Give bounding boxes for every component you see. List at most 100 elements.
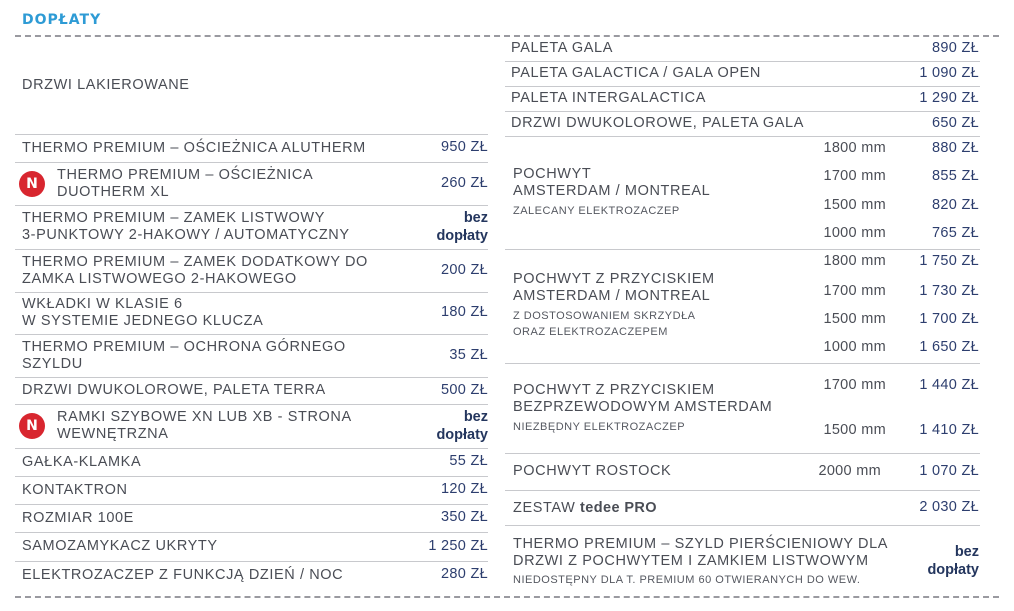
row-divider — [15, 561, 488, 562]
handle-note-line: Z DOSTOSOWANIEM SKRZYDŁA — [513, 310, 696, 322]
size-value: 1700 mm — [823, 168, 886, 184]
handle-label-line: POCHWYT Z PRZYCISKIEM — [513, 271, 715, 287]
rostock-label: POCHWYT ROSTOCK — [513, 463, 672, 479]
size-price: 820 ZŁ — [932, 197, 979, 213]
row-label: ROZMIAR 100E — [22, 510, 134, 527]
row-label: GAŁKA-KLAMKA — [22, 454, 141, 471]
row-label-line: THERMO PREMIUM – OŚCIEŻNICA — [57, 166, 314, 183]
row-label: THERMO PREMIUM – OŚCIEŻNICA ALUTHERM — [22, 140, 366, 157]
size-price: 765 ZŁ — [932, 225, 979, 241]
size-value: 1800 mm — [823, 253, 886, 269]
row-divider — [15, 292, 488, 293]
palette-label: DRZWI DWUKOLOROWE, PALETA GALA — [511, 115, 804, 131]
rostock-size: 2000 mm — [818, 463, 881, 479]
palette-price: 1 290 ZŁ — [919, 89, 979, 106]
handle-note-line: ORAZ ELEKTROZACZEPEM — [513, 326, 668, 338]
palette-price: 650 ZŁ — [932, 114, 979, 131]
new-badge-icon: N — [19, 413, 45, 439]
palette-label: PALETA GALACTICA / GALA OPEN — [511, 65, 761, 81]
bottom-dashed-divider — [15, 596, 999, 598]
size-price: 880 ZŁ — [932, 140, 979, 156]
row-divider — [505, 61, 980, 62]
row-price: 180 ZŁ — [441, 304, 488, 320]
row-divider — [15, 377, 488, 378]
row-divider — [505, 111, 980, 112]
new-badge-icon: N — [19, 170, 45, 197]
row-price: 260 ZŁ — [441, 174, 488, 191]
row-divider — [505, 136, 980, 137]
szyld-price: bez dopłaty — [927, 543, 979, 579]
row-label-line: THERMO PREMIUM – OŚCIEŻNICA ALUTHERM — [22, 139, 366, 156]
price-line: bez — [463, 210, 488, 226]
row-label: DRZWI DWUKOLOROWE, PALETA TERRA — [22, 382, 326, 399]
row-label-line: 3-PUNKTOWY 2-HAKOWY / AUTOMATYCZNY — [22, 227, 350, 243]
szyld-label-line: DRZWI Z POCHWYTEM I ZAMKIEM LISTWOWYM — [513, 553, 869, 569]
row-label: THERMO PREMIUM – OŚCIEŻNICA DUOTHERM XL — [57, 167, 313, 201]
size-value: 1800 mm — [823, 140, 886, 156]
handle-note: NIEZBĘDNY ELEKTROZACZEP — [513, 419, 685, 435]
handle-label-line: AMSTERDAM / MONTREAL — [513, 183, 711, 199]
handle-label-line: AMSTERDAM / MONTREAL — [513, 288, 711, 304]
row-price: 500 ZŁ — [441, 381, 488, 398]
tedee-brand: tedee PRO — [580, 500, 657, 516]
size-price: 1 440 ZŁ — [919, 377, 979, 393]
price-line: dopłaty — [436, 427, 488, 443]
size-value: 1700 mm — [823, 283, 886, 299]
row-label-line: GAŁKA-KLAMKA — [22, 453, 142, 470]
handle-group-label: POCHWYT Z PRZYCISKIEM BEZPRZEWODOWYM AMST… — [513, 382, 772, 416]
size-value: 1500 mm — [823, 311, 886, 327]
size-value: 1500 mm — [823, 422, 886, 438]
row-divider — [15, 532, 488, 533]
size-price: 1 650 ZŁ — [919, 339, 979, 355]
row-label: THERMO PREMIUM – OCHRONA GÓRNEGO SZYLDU — [22, 339, 346, 373]
row-divider — [505, 86, 980, 87]
row-label-line: DRZWI DWUKOLOROWE, PALETA TERRA — [22, 382, 326, 398]
row-label: RAMKI SZYBOWE XN LUB XB - STRONA WEWNĘTRZ… — [57, 409, 352, 443]
size-price: 1 730 ZŁ — [919, 283, 979, 299]
row-label-line: THERMO PREMIUM – OCHRONA GÓRNEGO — [22, 338, 346, 355]
size-value: 1500 mm — [823, 197, 886, 213]
palette-price: 890 ZŁ — [932, 39, 979, 56]
tedee-label: ZESTAW tedee PRO — [513, 500, 657, 517]
handle-group-label: POCHWYT AMSTERDAM / MONTREAL — [513, 166, 710, 200]
handle-note: ZALECANY ELEKTROZACZEP — [513, 203, 680, 219]
row-label-line: WKŁADKI W KLASIE 6 — [22, 296, 183, 312]
row-price: 120 ZŁ — [441, 481, 488, 497]
row-divider — [15, 162, 488, 163]
row-divider — [15, 249, 488, 250]
row-divider — [15, 404, 488, 405]
section-title: DOPŁATY — [22, 12, 102, 28]
row-price: 200 ZŁ — [441, 261, 488, 278]
row-price: 35 ZŁ — [449, 346, 488, 363]
row-label-line: ZAMKA LISTWOWEGO 2-HAKOWEGO — [22, 270, 297, 287]
row-label-line: THERMO PREMIUM – ZAMEK DODATKOWY DO — [22, 253, 368, 270]
row-label-line: W SYSTEMIE JEDNEGO KLUCZA — [22, 313, 264, 329]
row-price: 55 ZŁ — [449, 453, 488, 469]
row-label-line: SAMOZAMYKACZ UKRYTY — [22, 538, 218, 554]
row-label: THERMO PREMIUM – ZAMEK DODATKOWY DO ZAMKA… — [22, 254, 368, 288]
row-label-line: ROZMIAR 100E — [22, 509, 134, 526]
price-line: bez — [463, 409, 488, 425]
row-label-line: SZYLDU — [22, 355, 83, 372]
handle-note-line: NIEZBĘDNY ELEKTROZACZEP — [513, 421, 686, 433]
row-divider — [505, 363, 980, 364]
size-price: 1 410 ZŁ — [919, 422, 979, 438]
price-line: dopłaty — [927, 562, 979, 578]
handle-note-line: ZALECANY ELEKTROZACZEP — [513, 205, 680, 217]
handle-group-label: POCHWYT Z PRZYCISKIEM AMSTERDAM / MONTREA… — [513, 271, 715, 305]
row-price: 280 ZŁ — [441, 566, 488, 582]
palette-price: 1 090 ZŁ — [919, 64, 979, 81]
row-divider — [15, 504, 488, 505]
handle-label-line: BEZPRZEWODOWYM AMSTERDAM — [513, 399, 773, 415]
size-value: 1000 mm — [823, 339, 886, 355]
tedee-price: 2 030 ZŁ — [919, 499, 979, 515]
row-price: 1 250 ZŁ — [428, 537, 488, 554]
szyld-label: THERMO PREMIUM – SZYLD PIERŚCIENIOWY DLA… — [513, 536, 888, 570]
palette-label: PALETA GALA — [511, 40, 613, 56]
handle-note: Z DOSTOSOWANIEM SKRZYDŁA ORAZ ELEKTROZACZ… — [513, 308, 696, 340]
size-price: 1 700 ZŁ — [919, 311, 979, 327]
size-price: 855 ZŁ — [932, 168, 979, 184]
tedee-prefix: ZESTAW — [513, 500, 581, 516]
size-value: 1000 mm — [823, 225, 886, 241]
